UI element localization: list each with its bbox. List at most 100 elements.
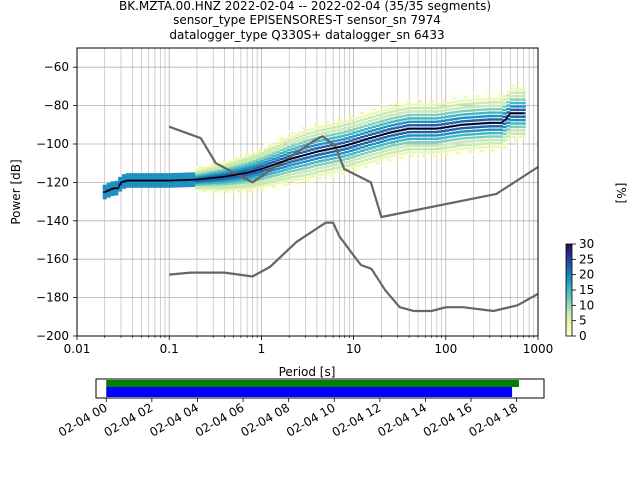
pdf-cell	[160, 183, 165, 186]
y-tick-label: −200	[36, 329, 69, 343]
pdf-cell	[225, 178, 230, 182]
pdf-cell	[456, 134, 461, 137]
pdf-cell	[417, 144, 422, 147]
pdf-cell	[183, 182, 188, 186]
x-axis-ticks: 0.01 0.1 1 10 100 1000	[64, 336, 554, 356]
pdf-cell	[233, 165, 238, 168]
pdf-cell	[441, 140, 446, 143]
plot-area	[77, 48, 538, 336]
pdf-cell	[521, 132, 526, 135]
pdf-cell	[502, 112, 507, 115]
pdf-cell	[444, 129, 449, 132]
pdf-cell	[206, 181, 211, 185]
colorbar-tick-label: 25	[579, 252, 594, 266]
pdf-cell	[137, 175, 142, 178]
pdf-cell	[221, 186, 226, 190]
pdf-cell	[517, 98, 522, 101]
pdf-cell	[514, 101, 519, 105]
pdf-cell	[475, 139, 480, 142]
x-tick-label: 1000	[523, 342, 554, 356]
pdf-cell	[264, 142, 269, 145]
pdf-cell	[298, 164, 303, 168]
pdf-cell	[437, 113, 442, 116]
pdf-cell	[483, 142, 488, 145]
pdf-cell	[494, 118, 499, 121]
pdf-cell	[352, 128, 357, 131]
pdf-cell	[214, 174, 219, 177]
pdf-cell	[198, 187, 203, 191]
pdf-cell	[294, 143, 299, 146]
pdf-cell	[410, 110, 415, 113]
pdf-cell	[225, 163, 230, 166]
pdf-cell	[364, 117, 369, 121]
pdf-cell	[210, 183, 215, 186]
pdf-cell	[521, 101, 526, 105]
pdf-cell	[383, 153, 388, 156]
pdf-cell	[383, 129, 388, 132]
pdf-cell	[148, 177, 153, 180]
pdf-cell	[417, 147, 422, 151]
pdf-cell	[490, 145, 495, 148]
pdf-cell	[402, 148, 407, 152]
pdf-cell	[498, 138, 503, 142]
pdf-cell	[294, 146, 299, 149]
pdf-cell	[398, 118, 403, 122]
pdf-cell	[479, 125, 484, 129]
pdf-cell	[268, 181, 273, 184]
pdf-cell	[110, 191, 115, 194]
pdf-cell	[229, 180, 234, 183]
pdf-cell	[283, 183, 288, 186]
pdf-cell	[387, 117, 392, 121]
pdf-cell	[221, 188, 226, 191]
pdf-cell	[475, 125, 480, 129]
pdf-cell	[325, 120, 330, 124]
pdf-cell	[325, 131, 330, 134]
pdf-cell	[244, 160, 249, 163]
pdf-cell	[356, 116, 361, 120]
pdf-cell	[206, 188, 211, 191]
pdf-cell	[521, 129, 526, 132]
pdf-cell	[287, 164, 292, 167]
pdf-cell	[218, 181, 223, 184]
pdf-cell	[506, 135, 511, 138]
pdf-cell	[202, 179, 207, 182]
pdf-cell	[514, 115, 519, 118]
pdf-cell	[206, 183, 211, 186]
pdf-cell	[314, 123, 319, 126]
y-tick-label: −180	[36, 291, 69, 305]
pdf-cell	[252, 157, 257, 160]
pdf-cell	[168, 173, 173, 176]
pdf-cell	[414, 113, 419, 117]
pdf-cell	[110, 185, 115, 188]
pdf-cell	[283, 165, 288, 168]
pdf-cell	[256, 171, 261, 174]
pdf-cell	[156, 173, 161, 176]
pdf-cell	[414, 120, 419, 124]
pdf-cell	[160, 177, 165, 180]
pdf-cell	[441, 129, 446, 133]
pdf-cell	[356, 120, 361, 123]
pdf-cell	[260, 157, 265, 160]
pdf-cell	[121, 184, 126, 187]
pdf-cell	[406, 151, 411, 154]
pdf-cell	[490, 114, 495, 118]
pdf-cell	[487, 108, 492, 111]
colorbar-tick-label: 30	[579, 237, 594, 251]
pdf-cell	[279, 178, 284, 181]
pdf-cell	[241, 161, 246, 164]
pdf-cell	[514, 88, 519, 91]
pdf-cell	[118, 185, 123, 188]
pdf-cell	[360, 142, 365, 146]
pdf-cell	[360, 156, 365, 159]
pdf-cell	[460, 137, 465, 140]
pdf-cell	[414, 137, 419, 141]
pdf-cell	[264, 184, 269, 188]
pdf-cell	[471, 102, 476, 105]
pdf-cell	[348, 156, 353, 159]
pdf-cell	[391, 123, 396, 127]
pdf-cell	[341, 127, 346, 131]
pdf-cell	[471, 115, 476, 119]
pdf-cell	[410, 106, 415, 110]
pdf-cell	[464, 136, 469, 140]
pdf-cell	[367, 113, 372, 116]
